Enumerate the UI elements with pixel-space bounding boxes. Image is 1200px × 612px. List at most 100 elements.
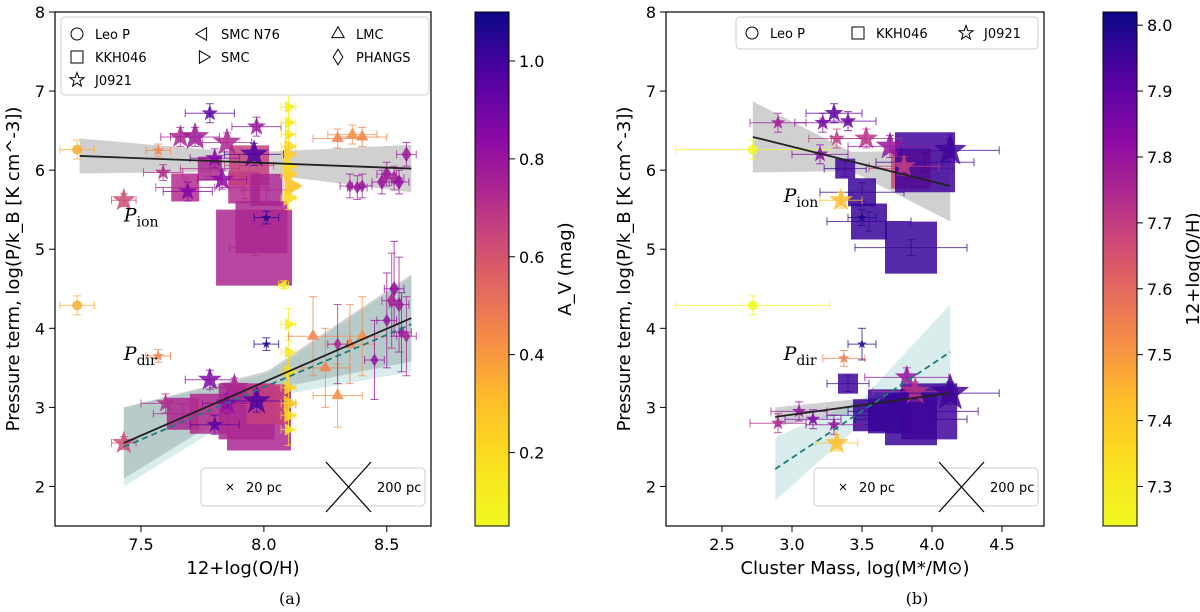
- data-point-j0921: [824, 103, 844, 122]
- fit-line-0: [752, 136, 951, 187]
- data-point-j0921: [212, 127, 242, 155]
- y-tick-label: 2: [35, 477, 45, 496]
- size-legend-label: 20 pc: [246, 481, 282, 496]
- data-point-phangs: [401, 146, 412, 163]
- data-point-kkh046: [171, 173, 200, 202]
- data-point-j0921: [152, 349, 165, 361]
- data-point-j0921: [152, 144, 165, 156]
- colorbar-tick-label: 0.8: [519, 150, 544, 169]
- legend-marker-smc-n76-icon: [194, 26, 208, 42]
- data-point-lmc: [356, 129, 369, 141]
- data-point-lmc: [319, 360, 332, 372]
- data-point-j0921: [205, 148, 225, 167]
- legend-label: KKH046: [876, 27, 928, 42]
- data-point-lmc: [346, 127, 359, 139]
- data-point-j0921: [894, 364, 919, 388]
- size-legend-large-marker: [325, 461, 372, 513]
- panel-a: 2 3 4 5 6 7 8 7.5 8.0 8.5 12+log(O/H) Pressure term…: [3, 3, 576, 608]
- legend-label: SMC: [221, 51, 250, 66]
- legend-marker-kkh046-icon: [851, 26, 865, 40]
- annotation-label: Pdir: [783, 343, 817, 369]
- data-point-j0921: [111, 187, 136, 211]
- y-tick-label: 5: [646, 240, 656, 259]
- data-point-j0921: [154, 163, 172, 180]
- fit-line-1: [123, 317, 412, 444]
- data-point-j0921: [931, 373, 970, 410]
- x-tick-label: 3.0: [779, 535, 804, 554]
- data-point-leo-p: [747, 300, 758, 311]
- y-axis-label: Pressure term, log(P/k_B [K cm^-3]): [614, 107, 635, 432]
- annotation-label: Pdir: [123, 343, 157, 369]
- data-point-j0921: [875, 131, 905, 159]
- x-axis-label: 12+log(O/H): [186, 558, 299, 579]
- legend-label: Leo P: [95, 28, 130, 43]
- data-point-kkh046: [835, 158, 856, 179]
- y-tick-label: 3: [35, 398, 45, 417]
- y-tick-label: 6: [646, 161, 656, 180]
- fit-line-2: [774, 351, 951, 470]
- legend-marker-smc-icon: [198, 49, 212, 65]
- data-point-phangs: [394, 296, 404, 313]
- data-point-smc: [284, 318, 296, 331]
- y-tick-label: 8: [35, 3, 45, 22]
- colorbar-tick-label: 1.0: [519, 52, 544, 71]
- data-point-j0921: [239, 139, 269, 167]
- data-point-smc: [284, 100, 296, 114]
- data-point-j0921: [261, 339, 272, 349]
- colorbar-tick-label: 7.5: [1147, 346, 1172, 365]
- data-point-kkh046: [235, 201, 288, 254]
- annotation-subscript: ion: [137, 215, 159, 231]
- data-point-phangs: [389, 170, 399, 186]
- legend-label: Leo P: [770, 27, 805, 42]
- x-tick-label: 8.5: [374, 535, 399, 554]
- colorbar-tick-label: 0.2: [519, 444, 544, 463]
- x-tick-label: 4.5: [989, 535, 1014, 554]
- colorbar-tick-label: 7.9: [1147, 82, 1172, 101]
- size-legend-large-marker: [938, 461, 985, 513]
- colorbar-bar: [1102, 11, 1138, 527]
- legend-label: SMC N76: [221, 28, 280, 43]
- data-point-j0921: [242, 386, 271, 414]
- data-point-kkh046: [885, 221, 937, 274]
- panel-b: 2 3 4 5 6 7 8 2.5 3.0 3.5 4.0 4.5 Cluster Mass, log(…: [614, 3, 1200, 608]
- data-point-leo-p: [72, 300, 83, 311]
- data-point-leo-p: [72, 144, 83, 155]
- fit-band-2: [123, 276, 412, 487]
- axes-frame: [665, 11, 1045, 527]
- data-point-j0921: [168, 124, 193, 148]
- legend-label: LMC: [356, 28, 384, 43]
- legend-marker-leo-p-icon: [745, 26, 759, 40]
- data-point-j0921: [111, 430, 136, 454]
- data-point-j0921: [770, 415, 786, 430]
- data-point-j0921: [824, 430, 849, 454]
- data-point-phangs: [382, 313, 391, 327]
- size-legend-small-marker: [839, 483, 847, 491]
- legend-label: KKH046: [95, 51, 147, 66]
- size-legend: 20 pc 200 pc: [200, 461, 426, 513]
- legend-box: [60, 16, 430, 96]
- data-point-j0921: [201, 104, 219, 121]
- x-tick-label: 3.5: [849, 535, 874, 554]
- annotation-subscript: dir: [137, 353, 157, 369]
- colorbar-bar: [474, 11, 510, 527]
- data-point-smc: [284, 175, 303, 197]
- data-point-j0921: [180, 121, 210, 150]
- data-point-smc: [283, 189, 299, 207]
- data-point-j0921: [814, 114, 832, 130]
- data-point-j0921: [892, 153, 916, 177]
- data-point-smc: [284, 408, 297, 423]
- legend-marker-j0921-icon: [957, 23, 975, 41]
- legend-marker-phangs-icon: [332, 48, 344, 66]
- data-point-phangs: [394, 174, 404, 190]
- data-point-j0921: [247, 116, 266, 135]
- data-point-j0921: [197, 367, 222, 390]
- fit-line-2: [123, 323, 412, 448]
- legend-marker-leo-p-icon: [70, 27, 84, 41]
- colorbar: 0.2 0.4 0.6 0.8 1.0 A_V (mag): [474, 11, 576, 527]
- y-tick-label: 3: [646, 398, 656, 417]
- plot-area: [59, 94, 417, 487]
- colorbar-tick-label: 0.6: [519, 248, 544, 267]
- legend: Leo P KKH046 J0921: [735, 16, 1039, 50]
- size-legend-box: [813, 467, 1039, 507]
- y-tick-label: 7: [646, 82, 656, 101]
